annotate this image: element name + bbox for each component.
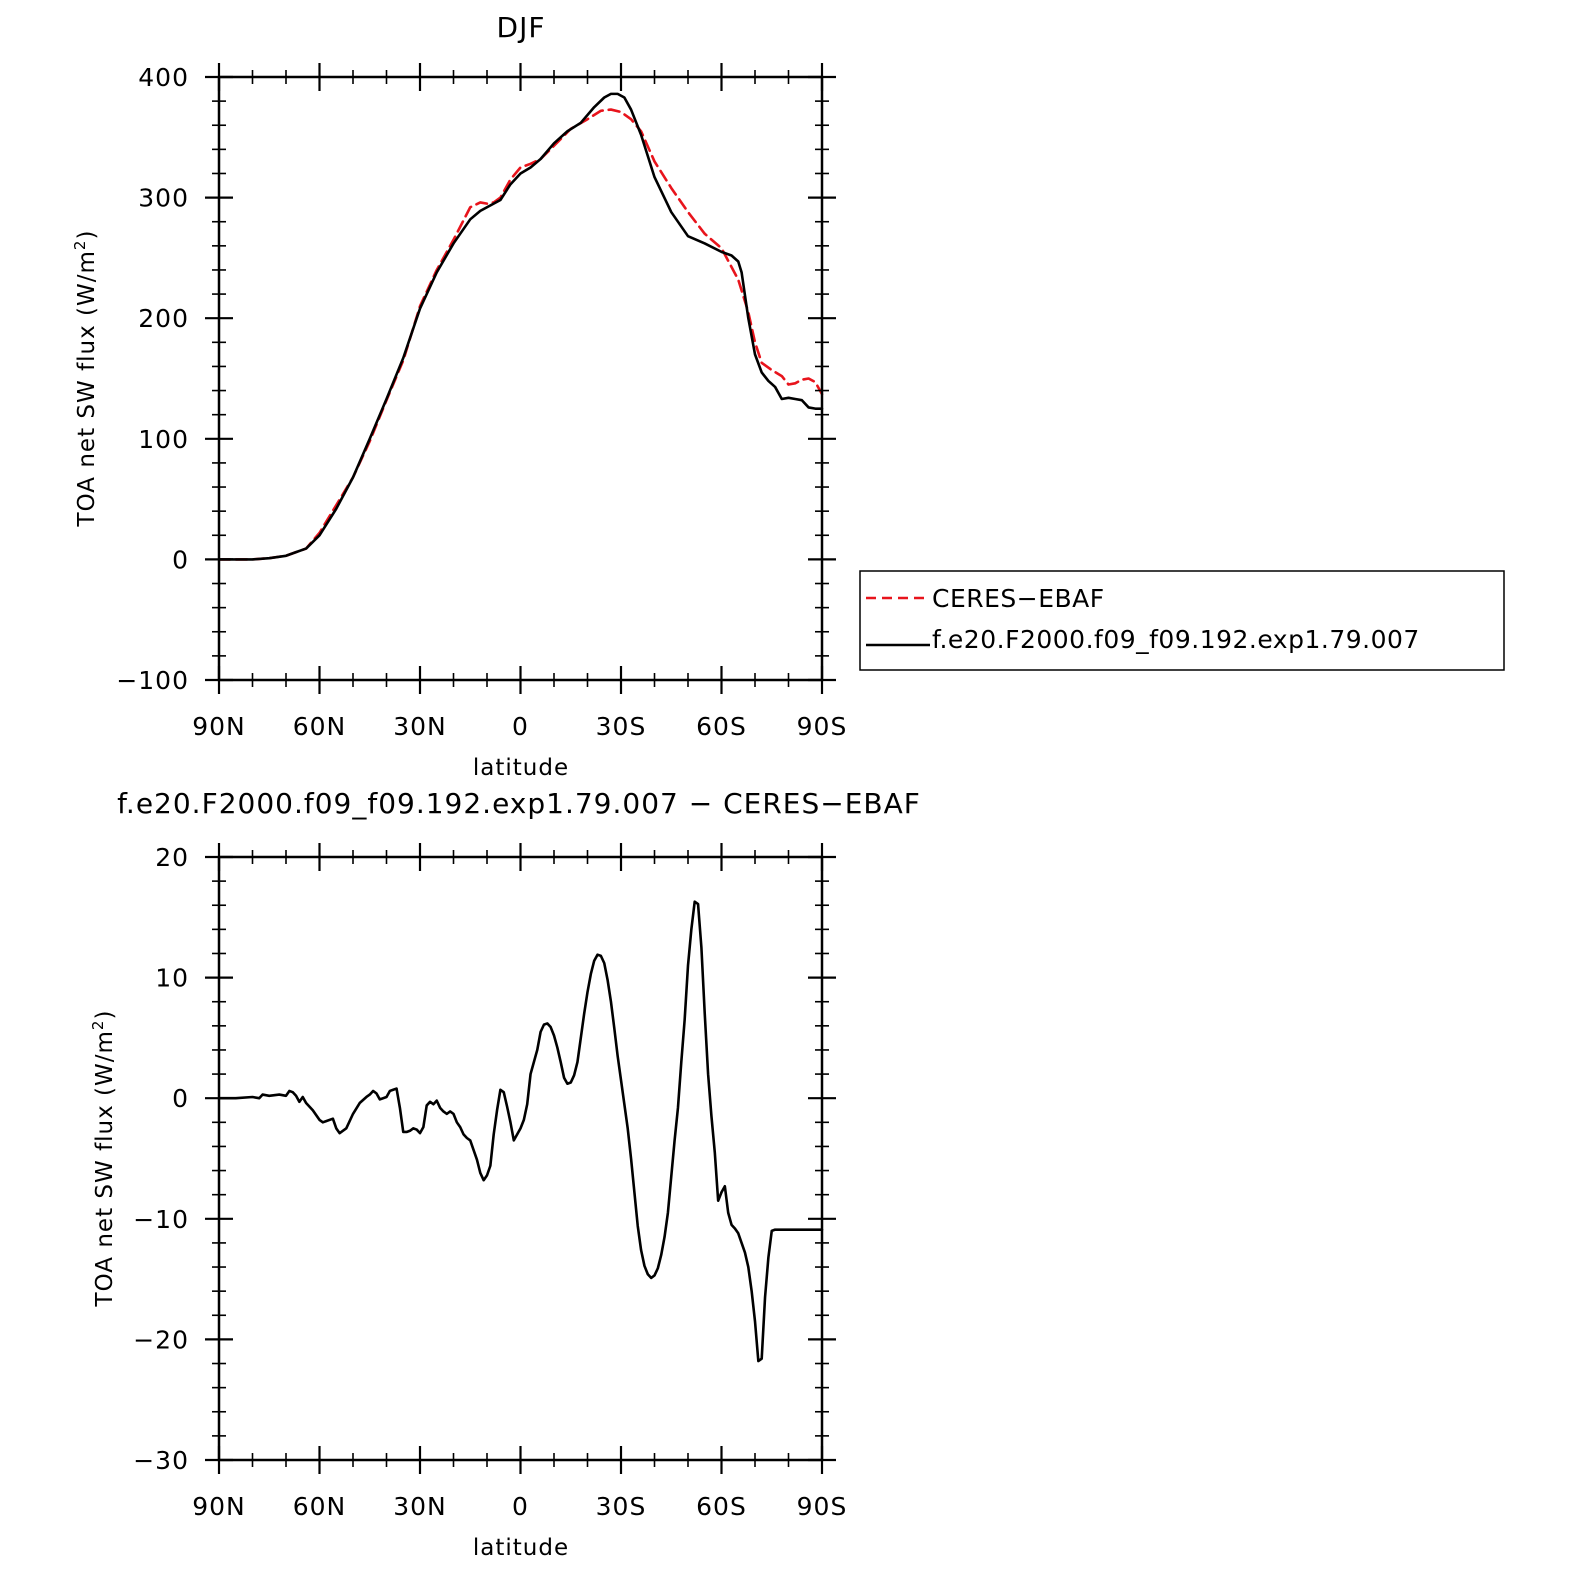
top-y-tick-label: 100 [138, 425, 189, 454]
top-y-axis-title: TOA net SW flux (W/m2) [71, 230, 100, 528]
bottom-x-tick-label: 90N [192, 1492, 246, 1521]
legend: CERES−EBAF f.e20.F2000.f09_f09.192.exp1.… [859, 570, 1505, 671]
top-x-tick-label: 0 [512, 712, 529, 741]
bottom-tick-layer: −30 −20 −10 0 10 20 90N 60N 30N 0 30S 60S 90S [133, 843, 848, 1521]
bottom-x-axis-title: latitude [473, 1535, 569, 1561]
bottom-x-tick-label: 60S [696, 1492, 747, 1521]
bottom-panel: f.e20.F2000.f09_f09.192.exp1.79.007 − CE… [89, 787, 921, 1561]
top-x-tick-label: 60N [293, 712, 347, 741]
top-series-model-line [217, 92, 824, 561]
top-y-tick-label: 0 [172, 545, 189, 574]
top-series-layer [217, 92, 824, 561]
bottom-y-tick-label: 10 [155, 964, 189, 993]
top-panel: DJF −100 0 100 200 300 400 90N 60N 30N 0 30S 60S 90S… [71, 11, 1505, 781]
bottom-x-tick-label: 30N [393, 1492, 447, 1521]
top-y-tick-label: 300 [138, 184, 189, 213]
bottom-y-tick-label: −30 [133, 1446, 189, 1475]
top-tick-layer: −100 0 100 200 300 400 90N 60N 30N 0 30S 60S 90S [116, 63, 848, 741]
top-x-tick-label: 90S [797, 712, 848, 741]
bottom-x-tick-label: 60N [293, 1492, 347, 1521]
bottom-x-tick-label: 90S [797, 1492, 848, 1521]
bottom-plot-title: f.e20.F2000.f09_f09.192.exp1.79.007 − CE… [117, 787, 921, 820]
bottom-y-axis-title: TOA net SW flux (W/m2) [89, 1010, 118, 1308]
top-x-tick-label: 30S [596, 712, 647, 741]
top-y-tick-label: 200 [138, 304, 189, 333]
top-y-axis-title-superscript: 2 [71, 240, 89, 251]
legend-box [859, 570, 1505, 671]
bottom-y-tick-label: −20 [133, 1325, 189, 1354]
bottom-y-axis-title-superscript: 2 [89, 1020, 107, 1031]
top-plot-title: DJF [497, 11, 546, 44]
bottom-y-axis-title-tail: ) [92, 1010, 118, 1020]
legend-label-model: f.e20.F2000.f09_f09.192.exp1.79.007 [932, 625, 1420, 654]
bottom-x-tick-label: 30S [596, 1492, 647, 1521]
bottom-y-tick-label: 20 [155, 843, 189, 872]
bottom-series-layer [217, 900, 824, 1363]
top-y-axis-title-main: TOA net SW flux (W/m [74, 250, 100, 527]
legend-label-ceres: CERES−EBAF [932, 584, 1105, 613]
top-series-ceres-ebaf-line [217, 108, 824, 561]
bottom-y-tick-label: −10 [133, 1205, 189, 1234]
top-x-axis-title: latitude [473, 755, 569, 781]
bottom-plot-frame [217, 855, 824, 1462]
top-y-axis-title-tail: ) [74, 230, 100, 240]
top-x-tick-label: 30N [393, 712, 447, 741]
bottom-x-tick-label: 0 [512, 1492, 529, 1521]
bottom-series-difference-line [217, 900, 824, 1363]
top-x-tick-label: 60S [696, 712, 747, 741]
bottom-y-tick-label: 0 [172, 1084, 189, 1113]
top-x-tick-label: 90N [192, 712, 246, 741]
bottom-y-axis-title-main: TOA net SW flux (W/m [92, 1030, 118, 1307]
top-y-tick-label: 400 [138, 63, 189, 92]
top-y-tick-label: −100 [116, 666, 189, 695]
